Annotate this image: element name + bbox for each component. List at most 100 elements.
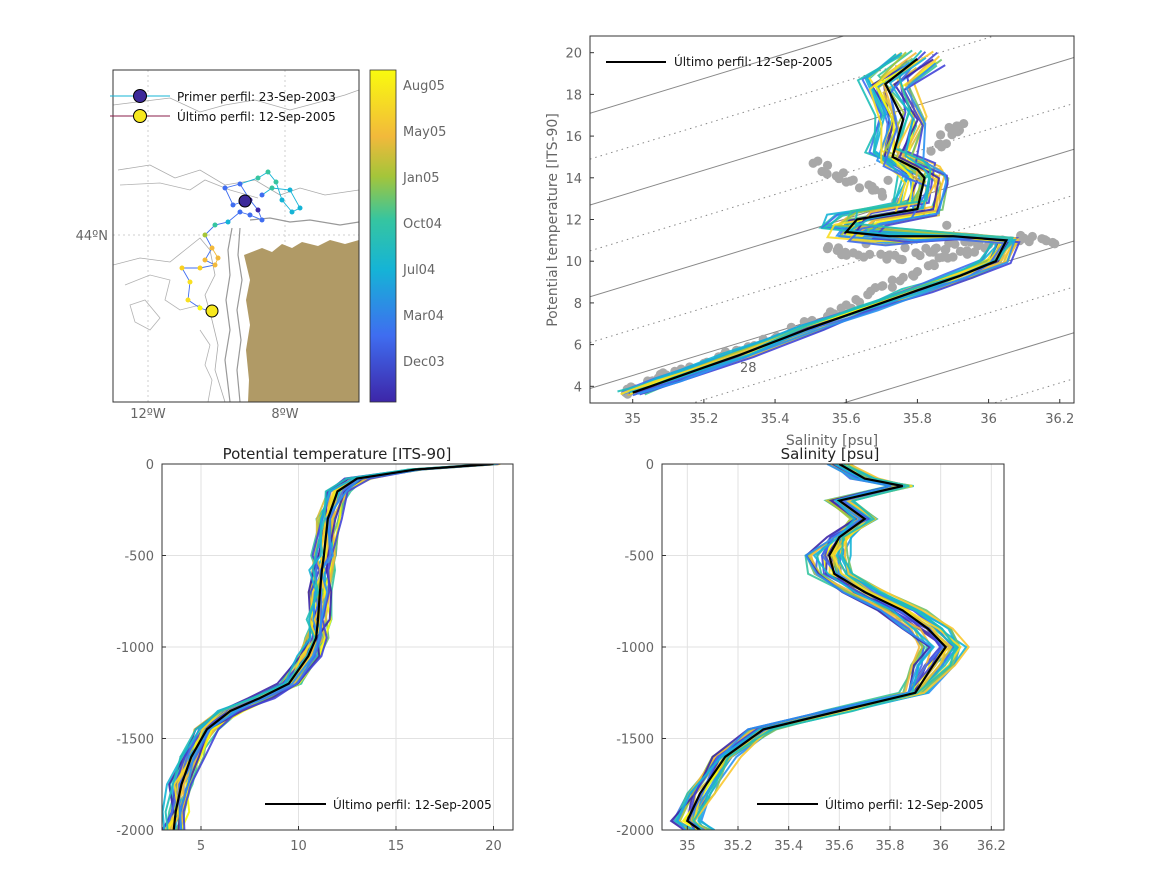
salinity-legend: Último perfil: 12-Sep-2005 bbox=[757, 797, 984, 812]
background-point bbox=[883, 175, 893, 185]
temperature-profile-line bbox=[178, 464, 499, 830]
background-point bbox=[822, 160, 833, 170]
float-profile-line bbox=[629, 60, 1003, 395]
background-point bbox=[1040, 235, 1050, 245]
x-tick-label: 35 bbox=[679, 839, 696, 854]
lon-tick-label: 8ºW bbox=[271, 407, 298, 422]
ts-panel: 35 35.2 35.4 35.6 35.8 36 36.2 4 6 8 10 12 14 16 18 20… bbox=[545, 35, 1075, 449]
background-point bbox=[930, 244, 940, 254]
background-point bbox=[841, 177, 851, 187]
map-panel: Primer perfil: 23-Sep-2003 Último perfil… bbox=[76, 69, 446, 422]
background-point bbox=[823, 242, 834, 252]
bathymetry-contour bbox=[249, 217, 359, 226]
background-point bbox=[973, 241, 983, 251]
temperature-last-profile-line bbox=[172, 464, 494, 830]
salinity-profile-line bbox=[674, 464, 936, 830]
background-point bbox=[1027, 231, 1037, 242]
background-point bbox=[882, 254, 892, 264]
temperature-title: Potential temperature [ITS-90] bbox=[223, 445, 452, 463]
temperature-last-profile bbox=[172, 464, 494, 830]
y-tick-label: 20 bbox=[565, 47, 582, 62]
ts-ylabel: Potential temperature [ITS-90] bbox=[545, 113, 561, 327]
float-profile-line bbox=[637, 62, 1016, 395]
x-tick-label: 35.6 bbox=[832, 412, 861, 427]
temperature-legend: Último perfil: 12-Sep-2005 bbox=[265, 797, 492, 812]
map-legend: Primer perfil: 23-Sep-2003 Último perfil… bbox=[110, 89, 336, 124]
background-point bbox=[915, 250, 925, 261]
x-tick-label: 20 bbox=[485, 839, 502, 854]
colorbar bbox=[369, 69, 397, 403]
ts-legend: Último perfil: 12-Sep-2005 bbox=[606, 54, 833, 69]
x-tick-label: 5 bbox=[197, 839, 205, 854]
background-point bbox=[895, 254, 905, 264]
background-point bbox=[959, 118, 969, 129]
float-profile-line bbox=[632, 67, 1006, 397]
background-point bbox=[941, 139, 951, 149]
colorbar-tick-label: Jan05 bbox=[402, 171, 440, 186]
isopycnal-label: 28 bbox=[740, 361, 757, 376]
background-point bbox=[1019, 233, 1029, 243]
legend-last-label: Último perfil: 12-Sep-2005 bbox=[177, 109, 336, 124]
y-tick-label: 14 bbox=[565, 172, 582, 187]
background-point bbox=[1048, 237, 1058, 248]
background-point bbox=[854, 297, 865, 307]
colorbar-tick-label: Oct04 bbox=[403, 217, 442, 232]
salinity-panel: 35 35.2 35.4 35.6 35.8 36 36.2 0 -500 -1000 -1500… bbox=[616, 445, 1006, 854]
background-point bbox=[848, 175, 858, 185]
background-point bbox=[926, 146, 936, 156]
background-point bbox=[877, 281, 887, 291]
isopycnal-line bbox=[590, 36, 846, 114]
last-profile bbox=[632, 58, 1009, 394]
y-tick-label: 0 bbox=[146, 458, 154, 473]
colorbar-ticks: Aug05 May05 Jan05 Oct04 Jul04 Mar04 Dec0… bbox=[402, 79, 446, 370]
bathymetry-contour bbox=[119, 179, 259, 199]
background-point bbox=[854, 183, 865, 193]
x-tick-label: 15 bbox=[388, 839, 405, 854]
first-profile-marker bbox=[238, 194, 252, 208]
x-tick-label: 35.8 bbox=[876, 839, 905, 854]
ts-legend-label: Último perfil: 12-Sep-2005 bbox=[674, 54, 833, 69]
temperature-profile-line bbox=[164, 464, 496, 830]
colorbar-tick-label: Mar04 bbox=[403, 309, 444, 324]
y-tick-label: 0 bbox=[646, 458, 654, 473]
y-tick-label: -500 bbox=[624, 550, 654, 565]
bathymetry-contour bbox=[199, 329, 213, 402]
salinity-profile-line bbox=[669, 464, 932, 830]
y-tick-label: -1000 bbox=[116, 641, 154, 656]
background-point bbox=[934, 139, 944, 150]
colorbar-tick-label: May05 bbox=[403, 125, 446, 140]
land-iberia bbox=[244, 240, 359, 402]
bathymetry-contour bbox=[113, 89, 359, 113]
background-point bbox=[877, 187, 887, 197]
colorbar-tick-label: Jul04 bbox=[402, 263, 435, 278]
x-tick-label: 35.4 bbox=[761, 412, 790, 427]
bathymetry-contour bbox=[224, 227, 233, 402]
background-point bbox=[950, 239, 960, 249]
background-point bbox=[822, 169, 832, 179]
ts-xlabel: Salinity [psu] bbox=[786, 433, 878, 449]
background-point bbox=[955, 246, 965, 256]
legend-first-marker bbox=[133, 89, 147, 103]
x-tick-label: 36 bbox=[980, 412, 997, 427]
x-tick-label: 36.2 bbox=[977, 839, 1006, 854]
temperature-profile-line bbox=[162, 464, 492, 830]
background-point bbox=[876, 249, 886, 259]
background-point bbox=[848, 248, 858, 258]
legend-last-marker bbox=[133, 109, 147, 123]
salinity-legend-label: Último perfil: 12-Sep-2005 bbox=[825, 797, 984, 812]
colorbar-tick-label: Aug05 bbox=[403, 79, 445, 94]
background-point bbox=[962, 246, 972, 256]
salinity-last-profile-line bbox=[685, 464, 948, 830]
salinity-profile-line bbox=[693, 464, 970, 830]
background-point bbox=[834, 173, 844, 184]
float-profile-line bbox=[639, 49, 1015, 391]
lat-tick-label: 44ºN bbox=[76, 229, 108, 244]
background-point bbox=[887, 282, 897, 292]
legend-first-label: Primer perfil: 23-Sep-2003 bbox=[177, 90, 336, 104]
y-tick-label: -1500 bbox=[616, 733, 654, 748]
isopycnal-line bbox=[841, 332, 1074, 403]
x-tick-label: 35.8 bbox=[903, 412, 932, 427]
background-point bbox=[948, 125, 958, 135]
temperature-profile-line bbox=[178, 464, 496, 830]
y-tick-label: 12 bbox=[565, 214, 582, 229]
